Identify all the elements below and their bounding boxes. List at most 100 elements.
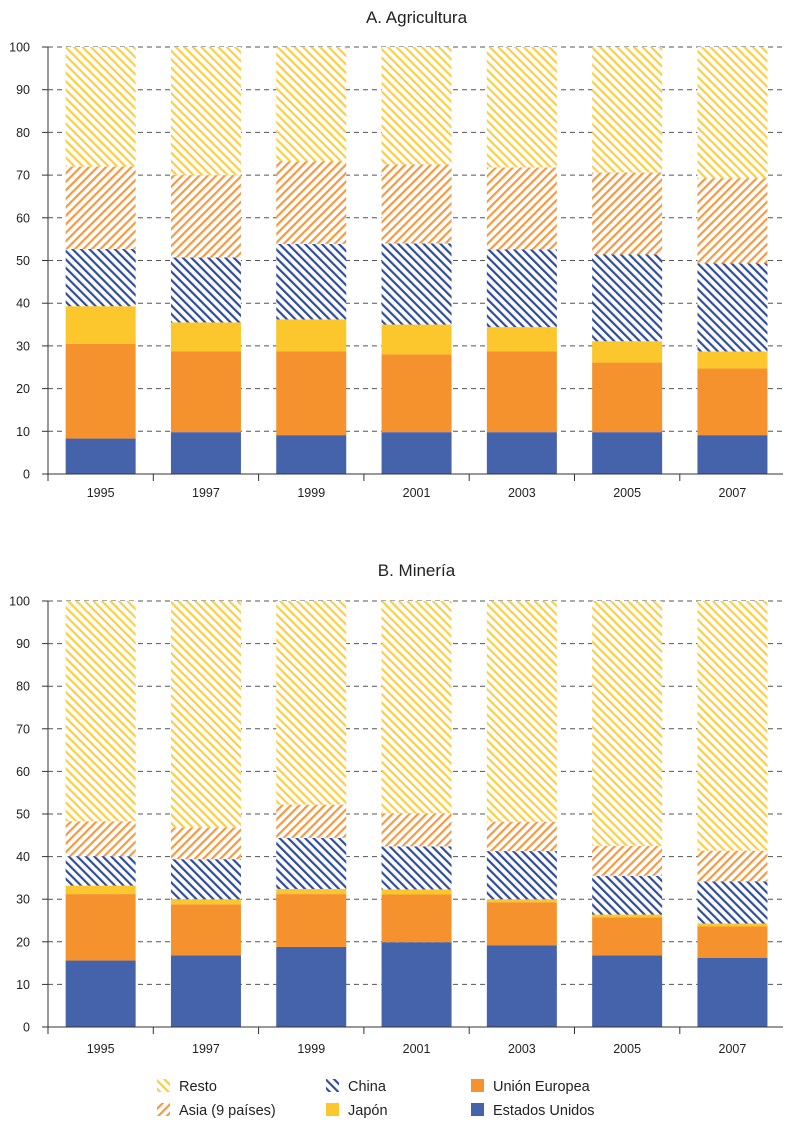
bar-estados-unidos-1999 [276,946,347,1027]
bar-asia-9-paises-2001 [381,813,452,847]
bar-asia-9-paises-1997 [170,175,241,258]
bar-union-europea-1997 [170,351,241,433]
bar-estados-unidos-1995 [65,960,136,1027]
x-tick-label: 2003 [508,1042,536,1056]
bar-china-1999 [276,837,347,889]
bar-japon-2005 [592,341,663,363]
bar-resto-2001 [381,47,452,165]
y-tick-label: 10 [16,978,30,992]
bar-japon-2001 [381,324,452,355]
x-tick-label: 1995 [87,486,115,500]
bar-asia-9-paises-2003 [486,821,557,852]
bar-resto-2007 [697,601,768,851]
y-tick-label: 80 [16,126,30,140]
bar-asia-9-paises-2007 [697,178,768,264]
legend-label: Japón [348,1103,388,1119]
y-tick-label: 80 [16,680,30,694]
bar-resto-1999 [276,47,347,162]
chart-panel-2: B. Minería 0 10 20 30 40 50 60 70 80 90 100 1995 1997… [9,561,783,1056]
x-tick-label: 2007 [719,486,747,500]
chart-title: A. Agricultura [366,8,468,27]
y-tick-label: 40 [16,297,30,311]
y-tick-label: 40 [16,850,30,864]
bar-asia-9-paises-2001 [381,164,452,244]
y-tick-label: 0 [23,468,30,482]
bar-japon-1995 [65,885,136,895]
bar-china-2005 [592,875,663,915]
y-tick-label: 30 [16,339,30,353]
y-tick-label: 10 [16,425,30,439]
bar-union-europea-2003 [486,351,557,433]
bar-union-europea-1995 [65,343,136,439]
x-tick-label: 1999 [297,486,325,500]
bar-china-2005 [592,254,663,342]
bar-japon-2001 [381,889,452,895]
bar-china-1999 [276,243,347,320]
bar-estados-unidos-2007 [697,957,768,1027]
bar-china-1995 [65,248,136,307]
legend-swatch [471,1103,484,1116]
bar-japon-2007 [697,923,768,927]
legend-item-resto: Resto [157,1079,217,1095]
x-tick-label: 1997 [192,1042,220,1056]
bar-union-europea-2007 [697,368,768,436]
bar-resto-2005 [592,47,663,173]
bar-japon-1995 [65,306,136,344]
chart-title: B. Minería [378,561,456,580]
y-tick-label: 50 [16,808,30,822]
y-tick-label: 90 [16,83,30,97]
x-tick-label: 2003 [508,486,536,500]
bar-estados-unidos-2001 [381,942,452,1027]
bar-resto-1997 [170,601,241,828]
legend-swatch [326,1079,339,1092]
y-tick-label: 70 [16,722,30,736]
bar-china-2001 [381,243,452,325]
legend-label: Unión Europea [493,1079,591,1095]
bar-japon-2005 [592,914,663,918]
y-tick-label: 20 [16,382,30,396]
legend-item-estados-unidos: Estados Unidos [471,1103,595,1119]
bar-resto-2007 [697,47,768,179]
bar-resto-2003 [486,601,557,822]
legend-swatch [157,1103,170,1116]
bar-estados-unidos-1997 [170,432,241,474]
bar-china-2007 [697,881,768,924]
bar-resto-2001 [381,601,452,814]
x-tick-label: 2007 [719,1042,747,1056]
bar-union-europea-1995 [65,894,136,961]
legend-item-china: China [326,1079,387,1095]
bar-estados-unidos-2005 [592,955,663,1027]
bar-union-europea-2003 [486,902,557,946]
legend: Resto China Unión Europea Asia (9 países) Ja… [157,1079,595,1119]
bar-asia-9-paises-1999 [276,804,347,838]
legend-swatch [157,1079,170,1092]
bar-japon-2003 [486,899,557,903]
bar-estados-unidos-1999 [276,435,347,474]
bar-estados-unidos-2001 [381,432,452,474]
bar-asia-9-paises-1999 [276,161,347,244]
y-tick-label: 100 [9,41,30,55]
y-tick-label: 0 [23,1021,30,1035]
bar-china-2001 [381,846,452,890]
x-tick-label: 1999 [297,1042,325,1056]
y-tick-label: 50 [16,254,30,268]
bar-china-1997 [170,257,241,323]
legend-label: Resto [179,1079,217,1095]
bar-china-1995 [65,856,136,886]
bar-japon-1999 [276,888,347,895]
bar-asia-9-paises-1995 [65,821,136,857]
bar-union-europea-1997 [170,904,241,956]
bar-japon-1999 [276,319,347,352]
bar-estados-unidos-2003 [486,945,557,1027]
bar-asia-9-paises-2003 [486,167,557,250]
bar-asia-9-paises-2005 [592,845,663,876]
y-tick-label: 70 [16,169,30,183]
bar-china-2007 [697,263,768,352]
bar-japon-1997 [170,899,241,905]
bar-china-2003 [486,851,557,900]
bar-resto-1995 [65,47,136,167]
bar-japon-2003 [486,327,557,352]
bar-estados-unidos-2003 [486,432,557,474]
bar-union-europea-1999 [276,351,347,436]
